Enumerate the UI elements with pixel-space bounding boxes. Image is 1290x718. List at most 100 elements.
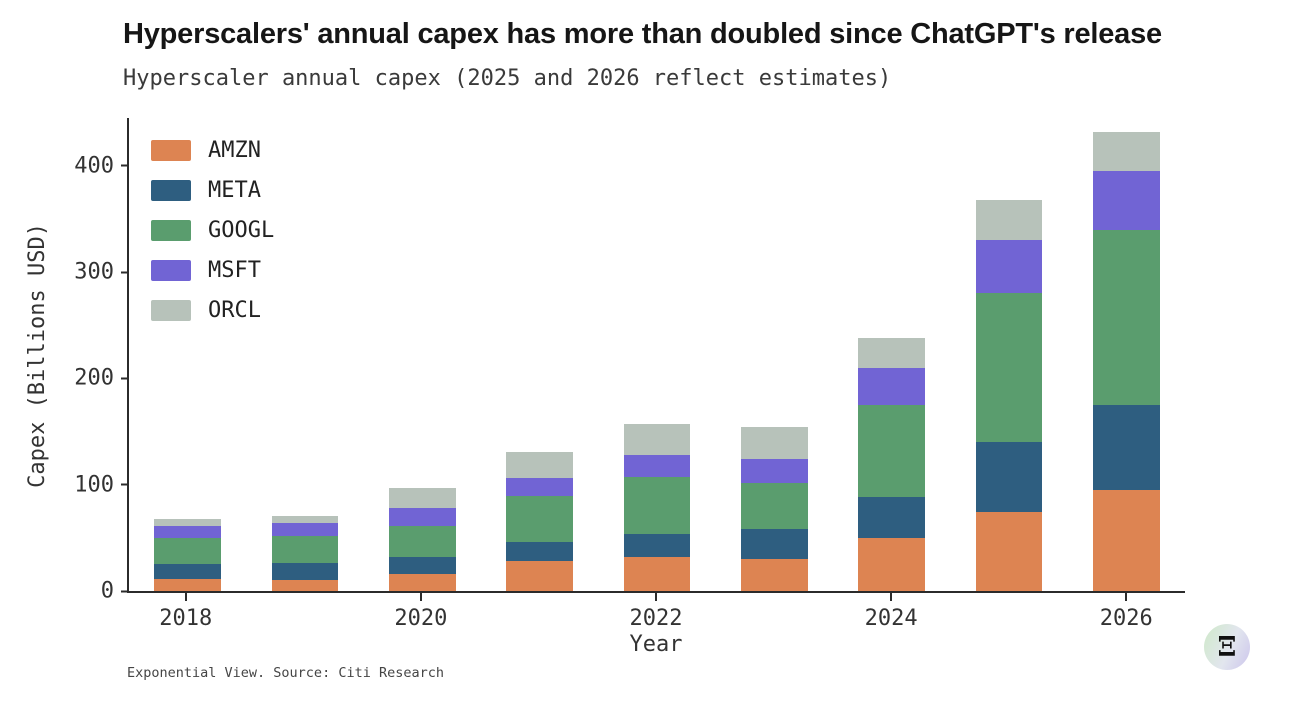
stacked-bar-2020 xyxy=(388,487,456,591)
bar-segment-amzn xyxy=(858,537,926,591)
legend-label: ORCL xyxy=(208,298,261,323)
bar-segment-googl xyxy=(388,526,456,557)
bar-segment-orcl xyxy=(271,515,339,523)
y-tick-label: 400 xyxy=(74,153,114,179)
chart-title: Hyperscalers' annual capex has more than… xyxy=(123,18,1162,50)
stacked-bar-2024 xyxy=(858,338,926,591)
bar-segment-orcl xyxy=(858,338,926,368)
bars-container xyxy=(129,118,1185,591)
legend-label: AMZN xyxy=(208,138,261,163)
bar-segment-orcl xyxy=(623,424,691,455)
bar-segment-msft xyxy=(1092,171,1160,230)
x-tick-slot xyxy=(715,593,833,631)
stacked-bar-2022 xyxy=(623,424,691,591)
bar-segment-orcl xyxy=(388,487,456,509)
bar-segment-googl xyxy=(154,537,222,565)
bar-segment-msft xyxy=(388,508,456,527)
bar-segment-meta xyxy=(975,442,1043,513)
bar-slot xyxy=(950,118,1067,591)
legend-item-meta: META xyxy=(151,178,274,203)
source-note: Exponential View. Source: Citi Research xyxy=(127,665,444,681)
bar-segment-orcl xyxy=(975,199,1043,241)
x-tick-slot xyxy=(245,593,363,631)
x-tick-slot: 2026 xyxy=(1068,593,1186,631)
y-tick-mark xyxy=(121,271,129,274)
bar-slot xyxy=(129,118,246,591)
plot-wrap: AMZN META GOOGL MSFT ORCL 0 100 200 300 400 2018… xyxy=(74,118,1185,631)
legend-item-googl: GOOGL xyxy=(151,218,274,243)
plot-area: AMZN META GOOGL MSFT ORCL 0 100 200 300 400 xyxy=(74,118,1185,604)
y-tick-label: 200 xyxy=(74,365,114,391)
y-tick-mark xyxy=(121,483,129,486)
bar-slot xyxy=(364,118,481,591)
y-tick-label: 0 xyxy=(100,578,114,604)
stacked-bar-2023 xyxy=(740,427,808,591)
legend-item-msft: MSFT xyxy=(151,258,274,283)
bar-segment-amzn xyxy=(271,580,339,591)
x-tick-mark xyxy=(1125,593,1128,601)
bar-segment-amzn xyxy=(1092,490,1160,591)
bar-slot xyxy=(1068,118,1185,591)
x-tick-slot xyxy=(950,593,1068,631)
bar-segment-msft xyxy=(623,454,691,478)
bar-segment-orcl xyxy=(1092,131,1160,172)
bar-segment-meta xyxy=(388,557,456,574)
exponential-view-logo-glyph: Ξ xyxy=(1217,631,1237,663)
x-tick-label: 2026 xyxy=(1099,606,1153,631)
bar-segment-msft xyxy=(154,526,222,538)
x-tick-slot: 2018 xyxy=(127,593,245,631)
bar-segment-googl xyxy=(623,477,691,534)
legend-swatch xyxy=(151,260,191,281)
x-tick-mark xyxy=(184,593,187,601)
y-tick: 300 xyxy=(74,260,129,285)
legend-swatch xyxy=(151,140,191,161)
x-tick-label: 2018 xyxy=(159,606,213,631)
y-axis-label: Capex (Billions USD) xyxy=(24,223,50,488)
bar-segment-googl xyxy=(1092,229,1160,405)
legend-item-amzn: AMZN xyxy=(151,138,274,163)
bar-segment-amzn xyxy=(740,559,808,591)
bar-segment-msft xyxy=(271,523,339,536)
x-tick-slot: 2024 xyxy=(832,593,950,631)
bar-segment-meta xyxy=(740,529,808,560)
bar-slot xyxy=(481,118,598,591)
bar-segment-meta xyxy=(154,564,222,580)
legend-swatch xyxy=(151,180,191,201)
x-axis-label: Year xyxy=(629,632,683,657)
bar-segment-googl xyxy=(506,496,574,543)
bar-segment-msft xyxy=(975,240,1043,294)
x-tick-mark xyxy=(419,593,422,601)
stacked-bar-2019 xyxy=(271,515,339,591)
legend-label: GOOGL xyxy=(208,218,275,243)
x-tick-slot: 2022 xyxy=(597,593,715,631)
bar-segment-meta xyxy=(1092,405,1160,491)
bar-segment-amzn xyxy=(388,574,456,591)
legend: AMZN META GOOGL MSFT ORCL xyxy=(151,138,274,323)
bar-segment-meta xyxy=(623,533,691,557)
bar-segment-googl xyxy=(271,535,339,564)
y-tick: 400 xyxy=(74,153,129,178)
bar-segment-orcl xyxy=(154,518,222,527)
bar-slot xyxy=(246,118,363,591)
bar-segment-meta xyxy=(858,497,926,538)
bar-slot xyxy=(598,118,715,591)
x-tick-mark xyxy=(655,593,658,601)
y-tick-mark xyxy=(121,377,129,380)
y-axis-label-wrap: Capex (Billions USD) xyxy=(22,118,52,593)
bar-segment-googl xyxy=(740,482,808,530)
x-tick-label: 2022 xyxy=(629,606,683,631)
y-tick: 200 xyxy=(74,366,129,391)
legend-label: MSFT xyxy=(208,258,261,283)
x-tick-slot xyxy=(480,593,598,631)
bar-segment-googl xyxy=(858,405,926,498)
bar-segment-amzn xyxy=(506,561,574,591)
bar-segment-msft xyxy=(740,459,808,483)
y-tick-mark xyxy=(121,164,129,167)
stacked-bar-2018 xyxy=(154,518,222,591)
legend-label: META xyxy=(208,178,261,203)
bar-segment-msft xyxy=(858,367,926,405)
bar-segment-orcl xyxy=(740,427,808,460)
bar-segment-msft xyxy=(506,478,574,497)
x-tick-mark xyxy=(890,593,893,601)
y-tick-label: 300 xyxy=(74,259,114,285)
